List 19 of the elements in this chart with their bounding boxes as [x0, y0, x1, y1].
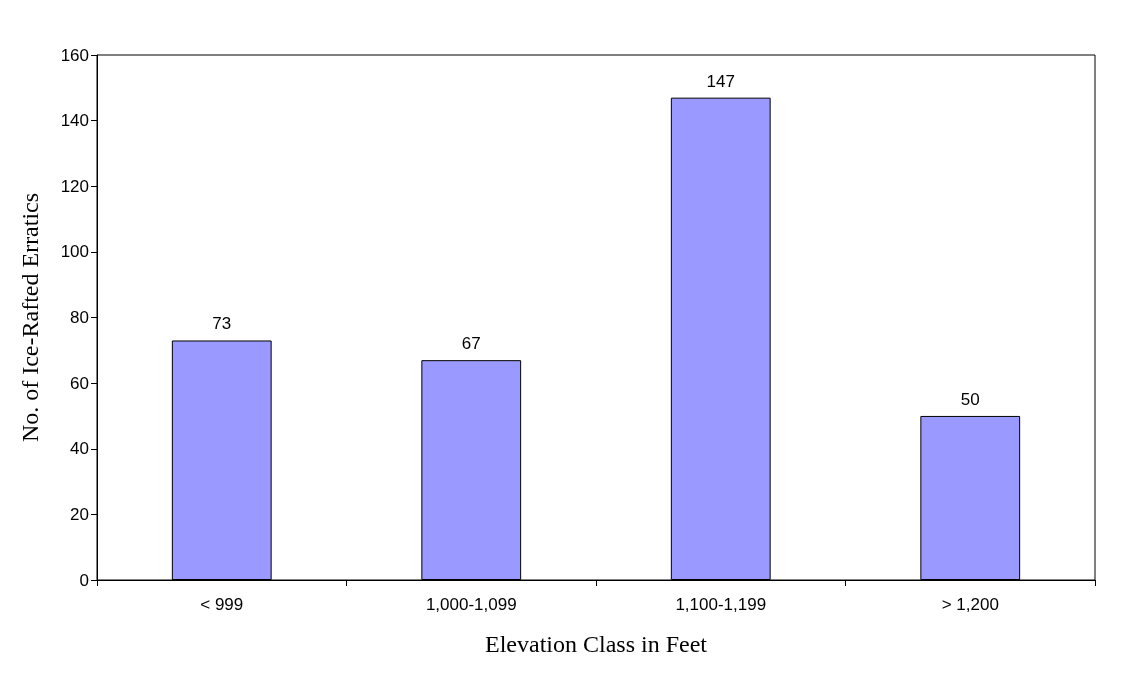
y-tick-label: 20 — [70, 504, 89, 524]
data-label: 73 — [212, 314, 232, 334]
x-tick-label: > 1,200 — [941, 595, 999, 614]
data-label: 67 — [461, 334, 481, 354]
y-tick-label: 80 — [70, 308, 89, 327]
x-axis-title: Elevation Class in Feet — [485, 631, 708, 657]
y-tick-label: 60 — [70, 373, 89, 393]
data-label: 50 — [960, 389, 980, 409]
y-axis-title: No. of Ice-Rafted Erratics — [17, 192, 43, 443]
y-tick-label: 100 — [60, 242, 89, 262]
x-tick-label: < 999 — [200, 595, 244, 614]
y-tick-label: 120 — [60, 176, 89, 196]
data-label: 147 — [706, 71, 735, 91]
y-tick-label: 140 — [60, 111, 89, 131]
y-tick-label: 160 — [60, 45, 89, 65]
x-tick-label: 1,100-1,199 — [675, 595, 767, 614]
y-tick-label: 0 — [79, 570, 89, 590]
y-tick-label: 40 — [70, 439, 89, 459]
x-tick-label: 1,000-1,099 — [425, 595, 517, 614]
